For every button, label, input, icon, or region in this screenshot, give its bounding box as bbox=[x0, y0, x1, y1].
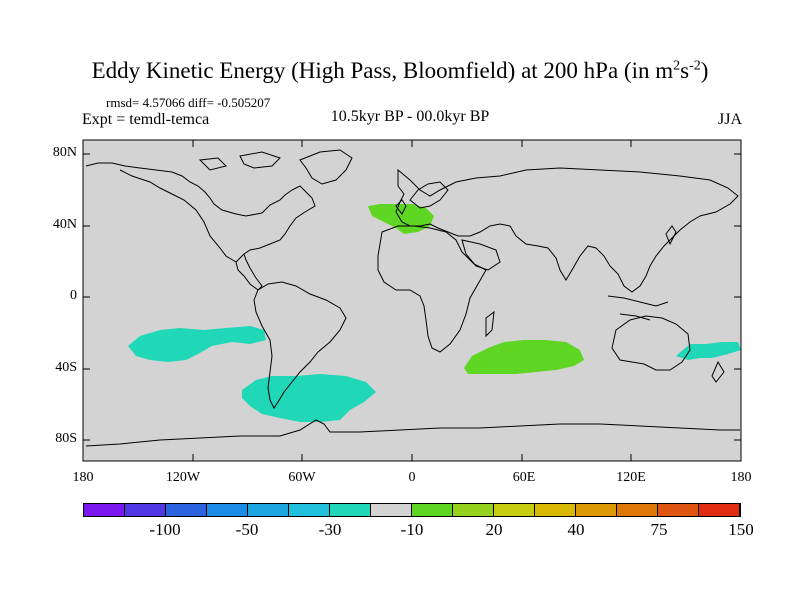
colorbar-label: 40 bbox=[567, 520, 585, 539]
title-superscript-2: -2 bbox=[689, 58, 701, 74]
colorbar-swatch bbox=[330, 504, 371, 516]
title-mid: s bbox=[680, 58, 690, 83]
colorbar-label: -100 bbox=[149, 520, 181, 539]
y-tick-label: 40N bbox=[52, 217, 77, 232]
colorbar-label: 150 bbox=[728, 520, 754, 539]
colorbar-swatch bbox=[535, 504, 576, 516]
colorbar-swatch bbox=[617, 504, 658, 516]
x-tick-label: 180 bbox=[730, 470, 752, 485]
anomaly-region-south-pacific bbox=[128, 326, 266, 362]
map-ticks bbox=[82, 140, 742, 461]
anomaly-region-australia-tasman bbox=[676, 342, 741, 360]
y-tick-label: 40S bbox=[55, 360, 77, 375]
colorbar-label: 75 bbox=[650, 520, 668, 539]
colorbar-swatch bbox=[248, 504, 289, 516]
colorbar-swatch bbox=[494, 504, 535, 516]
anomaly-region-south-atlantic bbox=[242, 374, 376, 422]
x-tick-label: 120E bbox=[616, 470, 646, 485]
x-tick-label: 120W bbox=[165, 470, 201, 485]
colorbar-label: -30 bbox=[318, 520, 342, 539]
colorbar-swatch bbox=[166, 504, 207, 516]
plot-title: Eddy Kinetic Energy (High Pass, Bloomfie… bbox=[0, 58, 800, 84]
x-tick-label: 60W bbox=[288, 470, 316, 485]
title-superscript-1: 2 bbox=[673, 58, 681, 74]
coastlines bbox=[85, 149, 740, 447]
map-background bbox=[83, 140, 741, 461]
colorbar-swatch bbox=[371, 504, 412, 516]
season-label: JJA bbox=[717, 111, 742, 128]
colorbar-label: 20 bbox=[485, 520, 503, 539]
colorbar-swatch bbox=[125, 504, 166, 516]
title-main: Eddy Kinetic Energy (High Pass, Bloomfie… bbox=[91, 58, 674, 83]
colorbar-label: -50 bbox=[235, 520, 259, 539]
colorbar-swatch bbox=[658, 504, 699, 516]
stats-label: rmsd= 4.57066 diff= -0.505207 bbox=[106, 95, 271, 110]
x-tick-label: 60E bbox=[512, 470, 536, 485]
x-tick-label: 0 bbox=[408, 470, 416, 485]
anomaly-region-south-indian-ocean bbox=[464, 340, 584, 374]
x-tick-label: 180 bbox=[72, 470, 94, 485]
y-tick-label: 80N bbox=[52, 145, 77, 160]
colorbar-swatch bbox=[412, 504, 453, 516]
y-tick-label: 80S bbox=[55, 431, 77, 446]
colorbar-label: -10 bbox=[400, 520, 424, 539]
colorbar-swatch bbox=[289, 504, 330, 516]
colorbar-swatch bbox=[453, 504, 494, 516]
colorbar-swatch bbox=[576, 504, 617, 516]
colorbar-swatch bbox=[84, 504, 125, 516]
experiment-label: Expt = temdl-temca bbox=[82, 111, 210, 128]
title-end: ) bbox=[700, 58, 709, 83]
period-subtitle: 10.5kyr BP - 00.0kyr BP bbox=[330, 108, 490, 125]
colorbar-swatch bbox=[699, 504, 740, 516]
colorbar-swatch bbox=[207, 504, 248, 516]
y-tick-label: 0 bbox=[70, 288, 77, 303]
colorbar bbox=[83, 503, 741, 517]
